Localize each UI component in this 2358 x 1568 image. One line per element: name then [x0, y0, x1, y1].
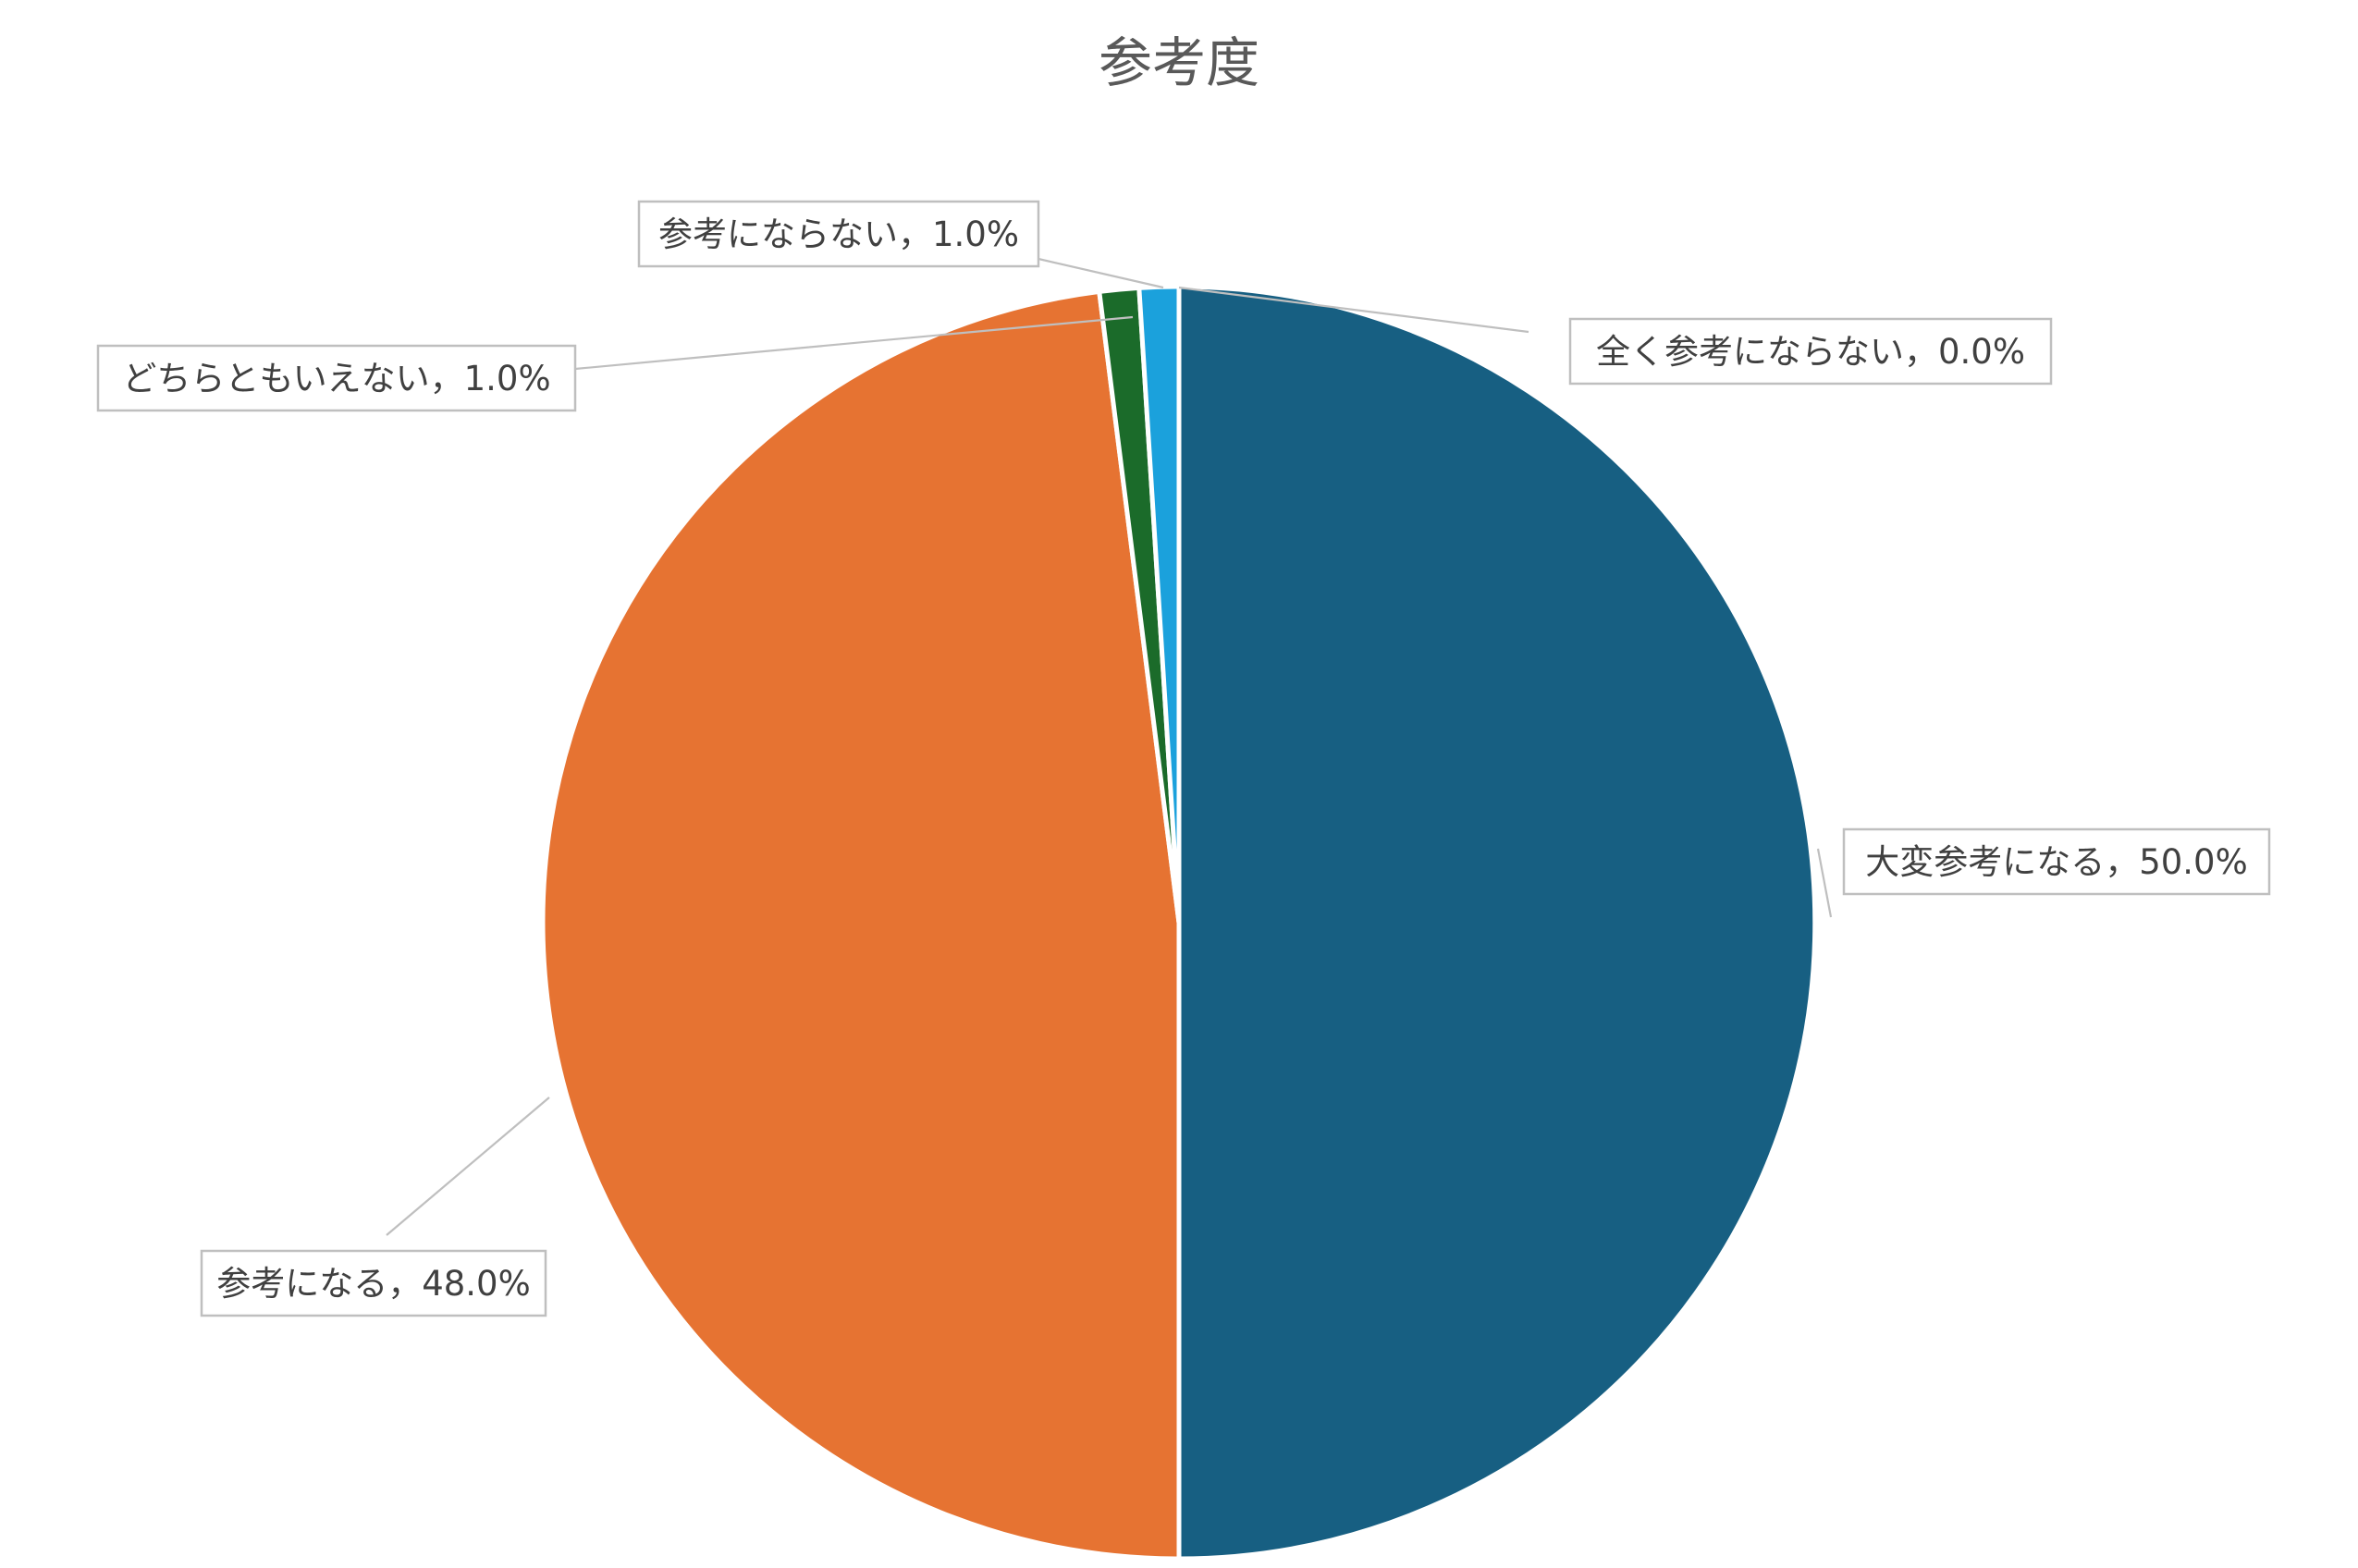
leader-line-5	[1178, 286, 1529, 334]
data-label-text: どちらともいえない，1.0%	[122, 359, 550, 398]
data-label-box	[1842, 827, 2271, 896]
data-labels: 大変参考になる，50.0% 参考になる，48.0% どちらともいえない，1.0% 参考…	[96, 200, 2271, 1317]
chart-title: 参考度	[1099, 31, 1259, 94]
leader-lines	[386, 257, 1833, 1236]
data-label-5: 全く参考にならない，0.0%	[1568, 317, 2053, 386]
data-label-1: 大変参考になる，50.0%	[1842, 827, 2271, 896]
data-label-box	[637, 200, 1040, 268]
data-label-text: 参考にならない，1.0%	[658, 214, 1019, 254]
data-label-box	[1568, 317, 2053, 386]
data-label-text: 参考になる，48.0%	[216, 1264, 531, 1304]
data-label-box	[96, 344, 577, 412]
data-label-text: 大変参考になる，50.0%	[1865, 842, 2248, 882]
leader-line-4	[1038, 257, 1164, 289]
leader-line-3	[574, 315, 1134, 371]
data-label-box	[200, 1249, 547, 1317]
data-label-4: 参考にならない，1.0%	[637, 200, 1040, 268]
data-label-3: どちらともいえない，1.0%	[96, 344, 577, 412]
pie-slice-2	[540, 288, 1182, 1562]
leader-line-1	[1816, 848, 1833, 918]
data-label-text: 全く参考にならない，0.0%	[1596, 332, 2025, 372]
pie-slice-1	[1176, 284, 1818, 1562]
leader-line-2	[386, 1096, 550, 1236]
pie-slices	[540, 284, 1818, 1562]
data-label-2: 参考になる，48.0%	[200, 1249, 547, 1317]
